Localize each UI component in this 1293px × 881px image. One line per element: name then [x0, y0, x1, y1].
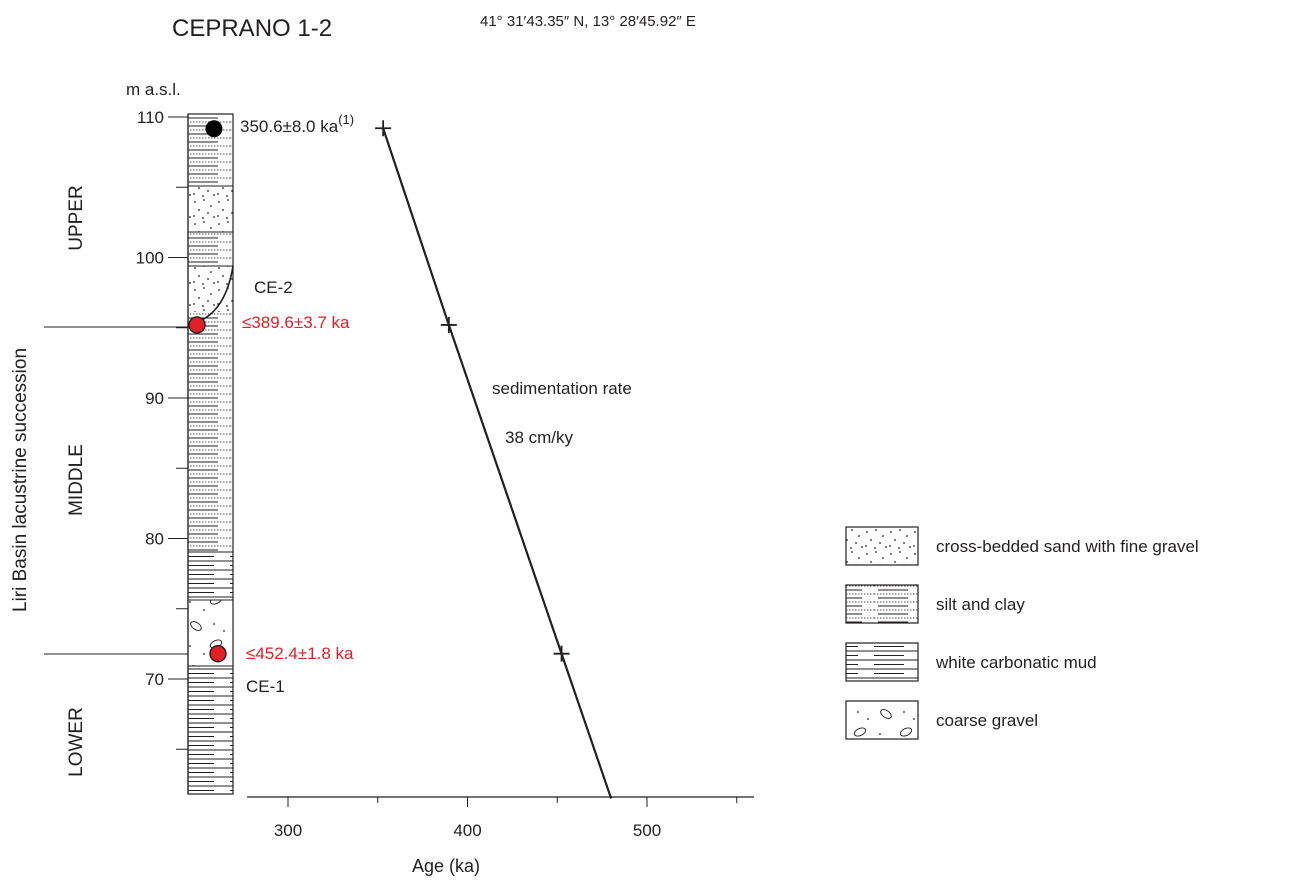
elevation-tick-label: 70	[145, 670, 164, 689]
legend-item-mud: white carbonatic mud	[845, 642, 1097, 682]
sedimentation-line	[382, 127, 613, 799]
lithology-legend: cross-bedded sand with fine gravel silt a…	[845, 526, 1199, 740]
age-tick-label: 400	[453, 821, 481, 840]
stratigraphic-column	[187, 113, 234, 795]
figure-title: CEPRANO 1-2	[172, 15, 332, 42]
age-tick-label: 500	[633, 821, 661, 840]
elevation-tick-label: 80	[145, 530, 164, 549]
sample-date-ce1: ≤452.4±1.8 ka	[246, 644, 354, 663]
age-marker	[553, 645, 570, 662]
sedimentation-rate-label: sedimentation rate	[492, 379, 632, 398]
sedimentation-rate-value: 38 cm/ky	[505, 428, 574, 447]
legend-swatch-mud	[845, 642, 919, 682]
legend-swatch-gravel	[845, 700, 919, 740]
legend-item-silt: silt and clay	[845, 584, 1025, 624]
legend-swatch-silt	[845, 584, 919, 624]
succession-label: Liri Basin lacustrine succession	[10, 348, 31, 612]
age-marker	[440, 316, 457, 333]
legend-label: cross-bedded sand with fine gravel	[936, 537, 1199, 556]
sample-name-ce2: CE-2	[254, 278, 293, 297]
unit-label-upper: UPPER	[66, 185, 87, 250]
elevation-axis: 110 100 90 80 70	[136, 108, 189, 794]
age-tick-label: 300	[274, 821, 302, 840]
legend-label: silt and clay	[936, 595, 1025, 614]
legend-item-sand: cross-bedded sand with fine gravel	[845, 526, 1199, 566]
legend-item-gravel: coarse gravel	[845, 700, 1038, 740]
age-depth-model	[375, 120, 613, 799]
sample-name-ce1: CE-1	[246, 677, 285, 696]
elevation-tick-label: 100	[136, 249, 164, 268]
legend-label: white carbonatic mud	[935, 653, 1097, 672]
legend-label: coarse gravel	[936, 711, 1038, 730]
unit-label-middle: MIDDLE	[66, 444, 87, 516]
top-date-label: 350.6±8.0 ka(1)	[240, 112, 354, 136]
elevation-tick-label: 90	[145, 389, 164, 408]
unit-label-lower: LOWER	[66, 707, 87, 777]
legend-swatch-sand	[845, 526, 919, 566]
sample-marker-ce1	[209, 645, 227, 663]
elevation-unit-label: m a.s.l.	[126, 80, 181, 99]
sample-marker-ce2	[188, 316, 206, 334]
sample-date-ce2: ≤389.6±3.7 ka	[242, 313, 350, 332]
site-coordinates: 41° 31′43.35″ N, 13° 28′45.92″ E	[480, 13, 696, 30]
age-marker	[375, 120, 392, 137]
sample-markers	[188, 120, 227, 663]
age-axis-title: Age (ka)	[412, 856, 480, 876]
elevation-tick-label: 110	[137, 108, 164, 127]
age-axis: 300 400 500	[247, 796, 754, 840]
top-date-marker	[205, 120, 223, 138]
